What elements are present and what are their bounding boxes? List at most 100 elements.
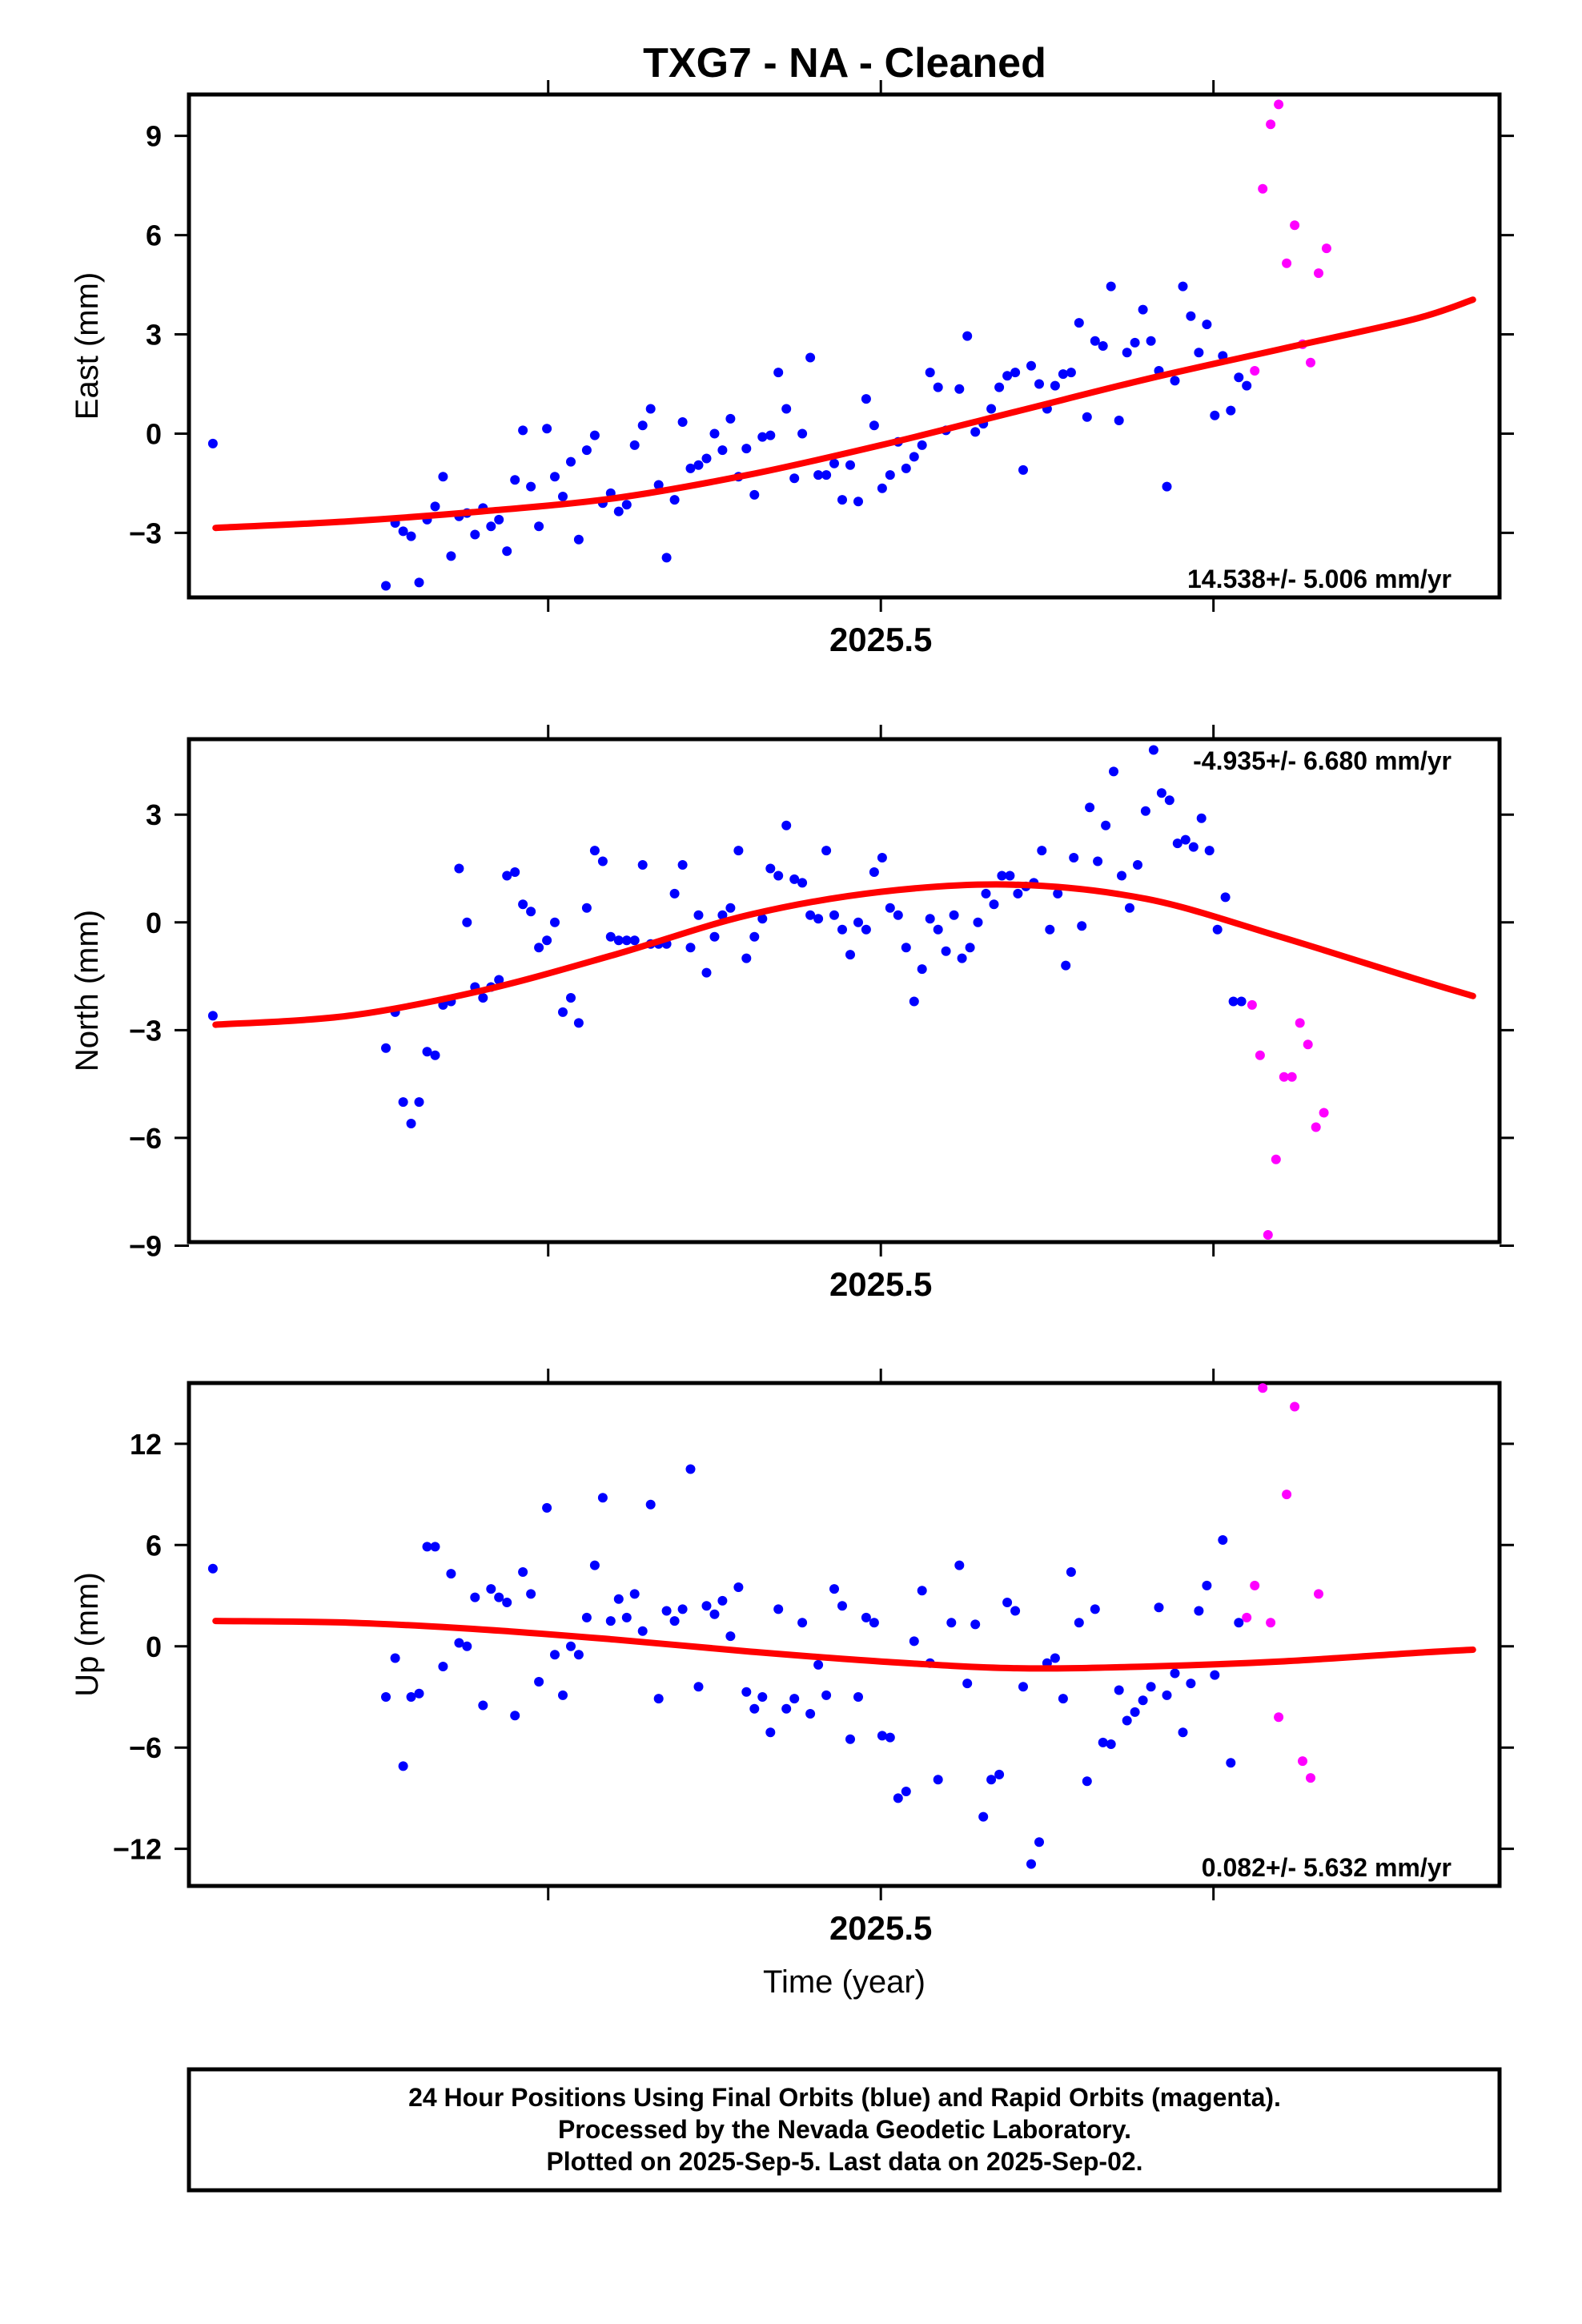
north-final-orbit-point (909, 996, 919, 1007)
north-final-orbit-point (1204, 846, 1215, 856)
east-final-orbit-point (1114, 416, 1124, 425)
up-final-orbit-point (829, 1584, 839, 1594)
up-final-orbit-point (406, 1692, 416, 1702)
north-rapid-orbit-point (1295, 1018, 1305, 1028)
east-rapid-orbit-point (1321, 243, 1331, 254)
north-final-orbit-point (1180, 834, 1191, 845)
north-final-orbit-point (869, 867, 879, 877)
east-final-orbit-point (1242, 380, 1252, 391)
north-final-orbit-point (1037, 846, 1047, 856)
north-y-tick-label: 3 (146, 798, 162, 831)
north-final-orbit-point (805, 910, 816, 920)
east-y-tick-label: 6 (146, 219, 162, 252)
up-final-orbit-point (1218, 1535, 1228, 1545)
east-final-orbit-point (1058, 369, 1068, 380)
up-final-orbit-point (398, 1761, 408, 1771)
up-final-orbit-point (573, 1650, 584, 1660)
up-final-orbit-point (454, 1638, 464, 1648)
up-final-orbit-point (765, 1727, 776, 1738)
north-final-orbit-point (741, 953, 752, 963)
up-final-orbit-point (1138, 1695, 1148, 1706)
east-rapid-orbit-point (1314, 268, 1323, 279)
east-final-orbit-point (1178, 281, 1188, 292)
up-final-orbit-point (381, 1692, 391, 1702)
up-final-orbit-point (1202, 1580, 1212, 1590)
north-final-orbit-point (677, 860, 688, 870)
north-final-orbit-point (1013, 888, 1023, 899)
up-final-orbit-point (1226, 1758, 1236, 1768)
up-final-orbit-point (581, 1612, 592, 1622)
east-final-orbit-point (853, 497, 863, 507)
up-final-orbit-point (1178, 1727, 1188, 1738)
east-y-tick-label: 3 (146, 319, 162, 352)
up-final-orbit-point (669, 1616, 680, 1626)
up-final-orbit-point (558, 1690, 568, 1700)
east-final-orbit-point (1122, 348, 1132, 358)
east-final-orbit-point (933, 382, 943, 392)
east-final-orbit-point (518, 425, 528, 436)
north-y-tick-label: −3 (129, 1014, 162, 1047)
up-final-orbit-point (446, 1569, 456, 1579)
north-final-orbit-point (1172, 838, 1182, 849)
north-final-orbit-point (861, 924, 871, 935)
up-final-orbit-point (653, 1694, 664, 1704)
east-final-orbit-point (381, 581, 391, 591)
up-final-orbit-point (1194, 1606, 1204, 1616)
up-final-orbit-point (510, 1711, 520, 1721)
up-final-orbit-point (1146, 1682, 1156, 1692)
north-final-orbit-point (1220, 892, 1231, 903)
up-final-orbit-point (661, 1606, 672, 1616)
north-rapid-orbit-point (1255, 1050, 1265, 1060)
east-final-orbit-point (1194, 348, 1204, 358)
up-final-orbit-point (1002, 1598, 1013, 1607)
east-data (207, 99, 1476, 591)
east-final-orbit-point (637, 420, 648, 431)
north-final-orbit-point (789, 874, 800, 884)
north-final-orbit-point (502, 870, 512, 881)
up-final-orbit-point (677, 1604, 688, 1614)
up-final-orbit-point (733, 1582, 744, 1592)
east-final-orbit-point (1010, 368, 1021, 378)
east-final-orbit-point (885, 470, 895, 480)
up-y-axis-label: Up (mm) (70, 1572, 105, 1697)
up-rapid-orbit-point (1282, 1490, 1292, 1500)
north-final-orbit-point (566, 993, 576, 1003)
up-final-orbit-point (534, 1677, 544, 1687)
north-final-orbit-point (462, 917, 472, 927)
east-final-orbit-point (1066, 368, 1076, 378)
north-final-orbit-point (989, 899, 999, 910)
east-final-orbit-point (1034, 379, 1044, 389)
up-final-orbit-point (877, 1731, 887, 1741)
north-final-orbit-point (510, 867, 520, 877)
up-x-tick-label: 2025.5 (829, 1909, 932, 1947)
north-final-orbit-point (605, 931, 616, 942)
up-final-orbit-point (542, 1502, 552, 1513)
north-final-orbit-point (550, 917, 560, 927)
up-final-orbit-point (390, 1653, 400, 1663)
north-final-orbit-point (941, 946, 951, 956)
east-final-orbit-point (621, 500, 632, 510)
north-final-orbit-point (845, 950, 855, 960)
up-final-orbit-point (207, 1563, 218, 1574)
east-final-orbit-point (1082, 412, 1092, 422)
east-final-orbit-point (486, 521, 496, 532)
up-y-tick-label: −12 (113, 1833, 162, 1866)
north-y-tick-label: −9 (129, 1229, 162, 1262)
north-final-orbit-point (829, 910, 839, 920)
up-final-orbit-point (781, 1703, 792, 1714)
north-final-orbit-point (1061, 960, 1071, 971)
up-final-orbit-point (893, 1793, 903, 1803)
up-y-tick-label: −6 (129, 1731, 162, 1764)
north-final-orbit-point (893, 910, 903, 920)
up-final-orbit-point (1066, 1567, 1076, 1577)
up-final-orbit-point (1098, 1737, 1108, 1747)
east-final-orbit-point (1106, 281, 1116, 292)
east-rapid-orbit-point (1282, 258, 1292, 268)
east-final-orbit-point (645, 404, 656, 414)
up-final-orbit-point (1050, 1653, 1060, 1663)
east-final-orbit-point (534, 521, 544, 532)
east-final-orbit-point (438, 472, 448, 482)
north-final-orbit-point (1236, 996, 1247, 1007)
east-final-orbit-point (581, 445, 592, 456)
north-rapid-orbit-point (1319, 1108, 1329, 1118)
